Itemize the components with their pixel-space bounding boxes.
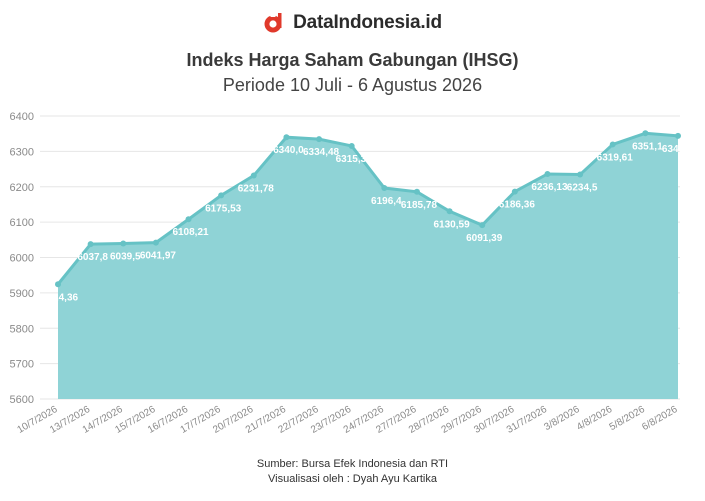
- data-label: 6343,71: [662, 144, 699, 155]
- x-tick-label: 3/8/2026: [542, 404, 582, 433]
- brand-header: DataIndonesia.id: [0, 12, 705, 34]
- source-note: Sumber: Bursa Efek Indonesia dan RTI: [256, 458, 449, 470]
- data-point: [87, 241, 94, 248]
- y-tick-label: 5800: [10, 323, 34, 335]
- data-label: 6234,5: [567, 183, 598, 194]
- data-label: 6334,48: [303, 147, 340, 158]
- data-label: 6319,61: [597, 152, 634, 163]
- data-point: [381, 185, 388, 192]
- data-label: 6236,13: [531, 182, 568, 193]
- data-point: [55, 281, 61, 288]
- series-line: [56, 131, 679, 286]
- data-point: [609, 141, 616, 148]
- credit-note: Visualisasi oleh : Dyah Ayu Kartika: [268, 473, 437, 485]
- data-point: [348, 142, 355, 149]
- data-label: 6037,8: [77, 252, 108, 263]
- x-tick-label: 5/8/2026: [608, 404, 648, 433]
- data-point: [283, 134, 290, 141]
- area-fill: [58, 133, 678, 399]
- y-tick-label: 6400: [10, 111, 34, 123]
- data-point: [511, 188, 518, 195]
- data-label: 6340,0: [273, 145, 304, 156]
- data-point: [218, 192, 225, 199]
- x-tick-label: 4/8/2026: [575, 404, 615, 433]
- data-point: [152, 239, 159, 246]
- y-tick-label: 6000: [10, 253, 34, 265]
- data-point: [675, 132, 681, 139]
- data-point: [642, 130, 649, 137]
- y-tick-label: 5600: [10, 394, 34, 406]
- data-label: 6186,36: [499, 200, 536, 211]
- brand-name: DataIndonesia.id: [293, 12, 442, 33]
- data-label: 6039,5: [110, 252, 141, 263]
- chart-title: Indeks Harga Saham Gabungan (IHSG): [186, 50, 519, 70]
- data-label: 6351,1: [632, 141, 663, 152]
- chart-subtitle: Periode 10 Juli - 6 Agustus 2026: [222, 75, 483, 95]
- data-point: [446, 208, 453, 215]
- data-point: [544, 170, 551, 177]
- data-label: 6175,53: [205, 203, 242, 214]
- data-label: 6196,4: [371, 196, 402, 207]
- data-indonesia-logo-icon: [264, 13, 282, 33]
- data-point: [479, 222, 486, 229]
- y-tick-label: 6200: [10, 182, 34, 194]
- data-label: 5924,36: [42, 292, 79, 303]
- data-label: 6108,21: [172, 227, 209, 238]
- data-label: 6091,39: [466, 233, 503, 244]
- data-point: [413, 188, 420, 195]
- data-label: 6041,97: [140, 251, 177, 262]
- data-label: 6315,31: [336, 154, 373, 165]
- data-point: [316, 136, 323, 143]
- y-tick-label: 6300: [10, 146, 34, 158]
- data-label: 6130,59: [434, 219, 471, 230]
- data-point: [577, 171, 584, 178]
- data-point: [185, 216, 192, 223]
- y-tick-label: 5900: [10, 288, 34, 300]
- y-tick-label: 6100: [10, 217, 34, 229]
- data-point: [120, 240, 127, 247]
- data-label: 6231,78: [238, 184, 275, 195]
- x-tick-label: 6/8/2026: [640, 404, 680, 433]
- y-tick-label: 5700: [10, 359, 34, 371]
- data-label: 6185,78: [401, 200, 438, 211]
- data-point: [250, 172, 257, 179]
